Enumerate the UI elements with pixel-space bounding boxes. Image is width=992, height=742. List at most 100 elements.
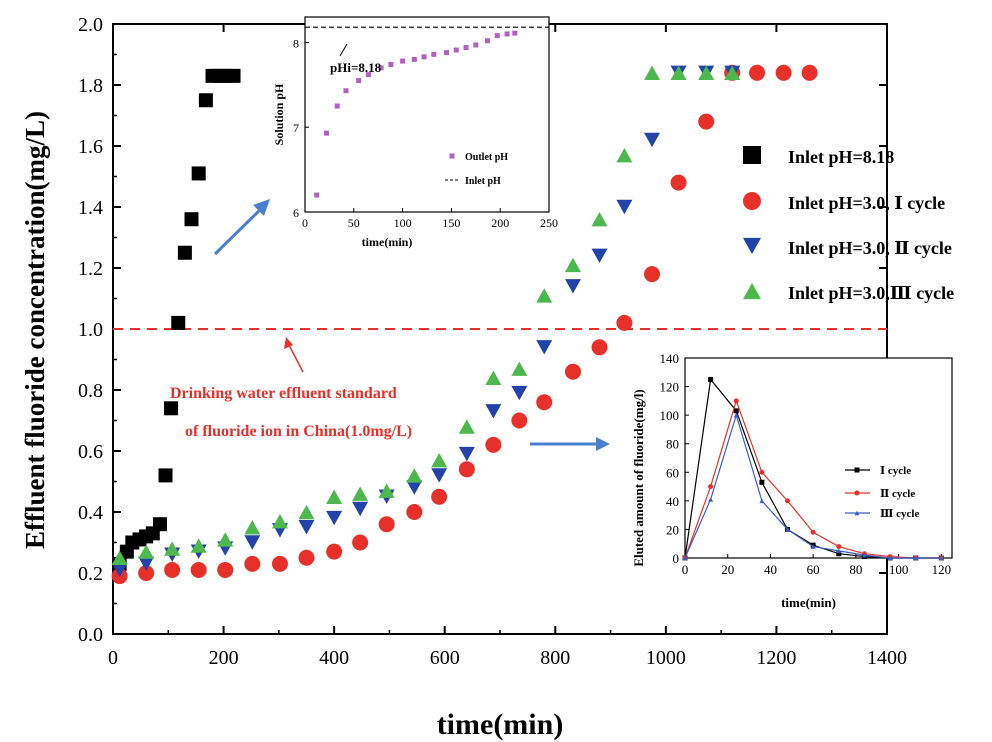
data-point <box>644 266 661 283</box>
standard-arrowhead <box>284 337 293 349</box>
inset-elution-x-tick-label: 100 <box>889 562 909 577</box>
inset-elution-legend-label: Ⅰ cycle <box>880 465 911 477</box>
inset-ph-point <box>512 30 518 36</box>
data-point <box>164 561 181 578</box>
data-point <box>184 212 199 227</box>
inset-ph-point <box>453 47 459 53</box>
data-point <box>164 401 179 416</box>
data-point <box>564 257 581 273</box>
data-point <box>698 113 715 130</box>
legend-marker <box>743 237 761 255</box>
y-tick-label: 0.8 <box>78 380 103 402</box>
inset-elution-legend-marker <box>854 467 860 473</box>
inset-elution-y-tick-label: 20 <box>666 522 679 537</box>
inset-ph-point <box>485 38 491 44</box>
inset-ph-x-tick-label: 0 <box>302 216 308 230</box>
inset-ph-x-tick-label: 50 <box>348 216 360 230</box>
inset-elution-point <box>887 555 893 561</box>
y-tick-label: 1.8 <box>78 75 103 97</box>
main-plot: 0 200 400 600 800 1000 1200 14000.00.20.40.60.8… <box>78 14 907 669</box>
inset-ph-point <box>411 56 417 62</box>
inset-elution-y-tick-label: 80 <box>666 437 679 452</box>
inset-ph-x-tick-label: 250 <box>540 216 558 230</box>
data-point <box>485 370 502 385</box>
inset-elution-y-tick-label: 40 <box>666 494 679 509</box>
data-point <box>298 520 315 535</box>
data-point <box>670 65 687 80</box>
inset-elution-point <box>733 398 739 404</box>
data-point <box>406 480 423 495</box>
data-point <box>801 64 818 81</box>
y-tick-label: 1.4 <box>78 197 103 219</box>
data-point <box>152 517 167 532</box>
inset-elution-point <box>759 469 765 475</box>
data-point <box>616 199 633 215</box>
data-point <box>616 147 633 163</box>
inset-ph-point <box>463 45 469 51</box>
data-point <box>485 436 502 453</box>
inset-elution-point <box>708 376 714 382</box>
data-point <box>198 93 213 108</box>
inset-elution-point <box>733 412 739 418</box>
inset-ph-point <box>431 51 437 57</box>
y-tick-label: 1.6 <box>78 136 103 158</box>
y-tick-label: 0.0 <box>78 624 103 646</box>
data-point <box>271 513 288 529</box>
inset-ph-point <box>388 61 394 67</box>
data-point <box>217 561 234 578</box>
data-point <box>458 461 475 478</box>
data-point <box>670 174 687 191</box>
inset-elution-y-tick-label: 120 <box>660 380 680 395</box>
x-tick-label: 1400 <box>867 647 907 669</box>
standard-annotation-line2: of fluoride ion in China(1.0mg/L) <box>185 423 412 440</box>
inset-elution-point <box>708 484 714 490</box>
data-point <box>458 446 475 462</box>
inset-elution-point <box>836 551 842 557</box>
inset-elution-point <box>836 544 842 550</box>
data-point <box>724 65 741 80</box>
inset-elution-x-tick-label: 120 <box>932 562 952 577</box>
data-point <box>564 363 581 380</box>
data-point <box>177 245 192 260</box>
inset-elution-point <box>733 408 739 414</box>
data-point <box>190 538 207 553</box>
data-point <box>511 385 528 401</box>
data-point <box>698 65 715 80</box>
data-point <box>352 501 369 517</box>
data-point <box>511 361 528 376</box>
inset-elution-x-tick-label: 20 <box>721 562 734 577</box>
inset-ph-point <box>473 42 479 48</box>
legend-marker <box>743 282 761 300</box>
inset-elution-point <box>759 479 765 485</box>
inset-ph-point <box>343 88 349 94</box>
data-point <box>190 561 207 578</box>
data-point <box>138 544 155 559</box>
x-tick-label: 600 <box>430 647 460 669</box>
data-point <box>298 549 315 566</box>
data-point <box>536 288 553 303</box>
data-point <box>378 516 395 533</box>
inset-elution-y-tick-label: 140 <box>660 351 680 366</box>
inset-elution-y-tick-label: 0 <box>673 551 680 566</box>
legend-marker <box>743 192 761 210</box>
inset-ph-point <box>378 65 384 71</box>
inset-elution-y-tick-label: 100 <box>660 408 680 423</box>
inset-ph-x-tick-label: 150 <box>442 216 460 230</box>
data-point <box>217 532 234 547</box>
y-tick-label: 0.2 <box>78 563 103 585</box>
inset-elution-point <box>810 544 816 549</box>
inset-elution-legend-marker <box>854 510 860 516</box>
data-point <box>616 314 633 331</box>
callout-arrowhead-elution <box>596 437 610 451</box>
data-point <box>591 212 608 227</box>
data-point <box>485 404 502 419</box>
inset-elution-chart: 0 20 40 60 80 100 120 0 20 40 60 80 100 120 140 time(mi… <box>631 351 953 610</box>
data-point <box>352 534 369 551</box>
data-point <box>431 468 448 483</box>
inset-ph-y-tick-label: 6 <box>293 206 299 220</box>
data-point <box>138 556 155 572</box>
standard-arrow <box>288 344 304 373</box>
data-point <box>352 486 369 501</box>
data-point <box>326 510 343 526</box>
